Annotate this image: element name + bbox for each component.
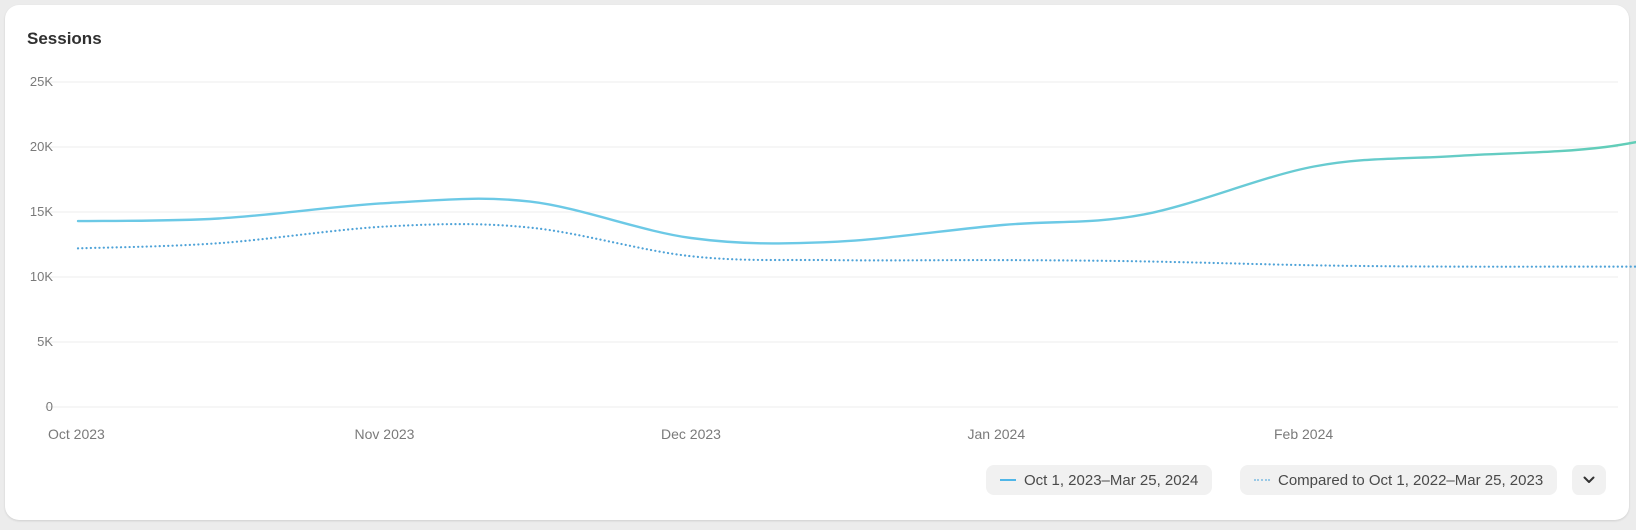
legend-compare-period[interactable]: Compared to Oct 1, 2022–Mar 25, 2023 [1240,465,1558,495]
legend-current-period[interactable]: Oct 1, 2023–Mar 25, 2024 [986,465,1213,495]
solid-line-swatch-icon [1000,479,1016,481]
y-tick-label: 0 [46,399,53,414]
sessions-card: Sessions [5,5,1629,520]
x-tick-label: Nov 2023 [355,426,415,442]
x-tick-label: Jan 2024 [968,426,1026,442]
series-line-compare [76,223,1636,268]
chevron-down-icon [1583,476,1595,483]
x-tick-label: Dec 2023 [661,426,721,442]
y-tick-label: 20K [30,139,53,154]
y-tick-label: 5K [37,334,53,349]
card-title: Sessions [27,29,102,48]
x-tick-label: Feb 2024 [1274,426,1333,442]
series-line-current [76,140,1636,245]
dotted-line-swatch-icon [1254,479,1270,481]
y-tick-label: 15K [30,204,53,219]
legend-dropdown-button[interactable] [1570,465,1606,495]
legend-current-label: Oct 1, 2023–Mar 25, 2024 [1024,471,1199,489]
x-tick-label: Oct 2023 [48,426,105,442]
y-tick-label: 10K [30,269,53,284]
legend-compare-label: Compared to Oct 1, 2022–Mar 25, 2023 [1278,471,1544,489]
y-tick-label: 25K [30,74,53,89]
